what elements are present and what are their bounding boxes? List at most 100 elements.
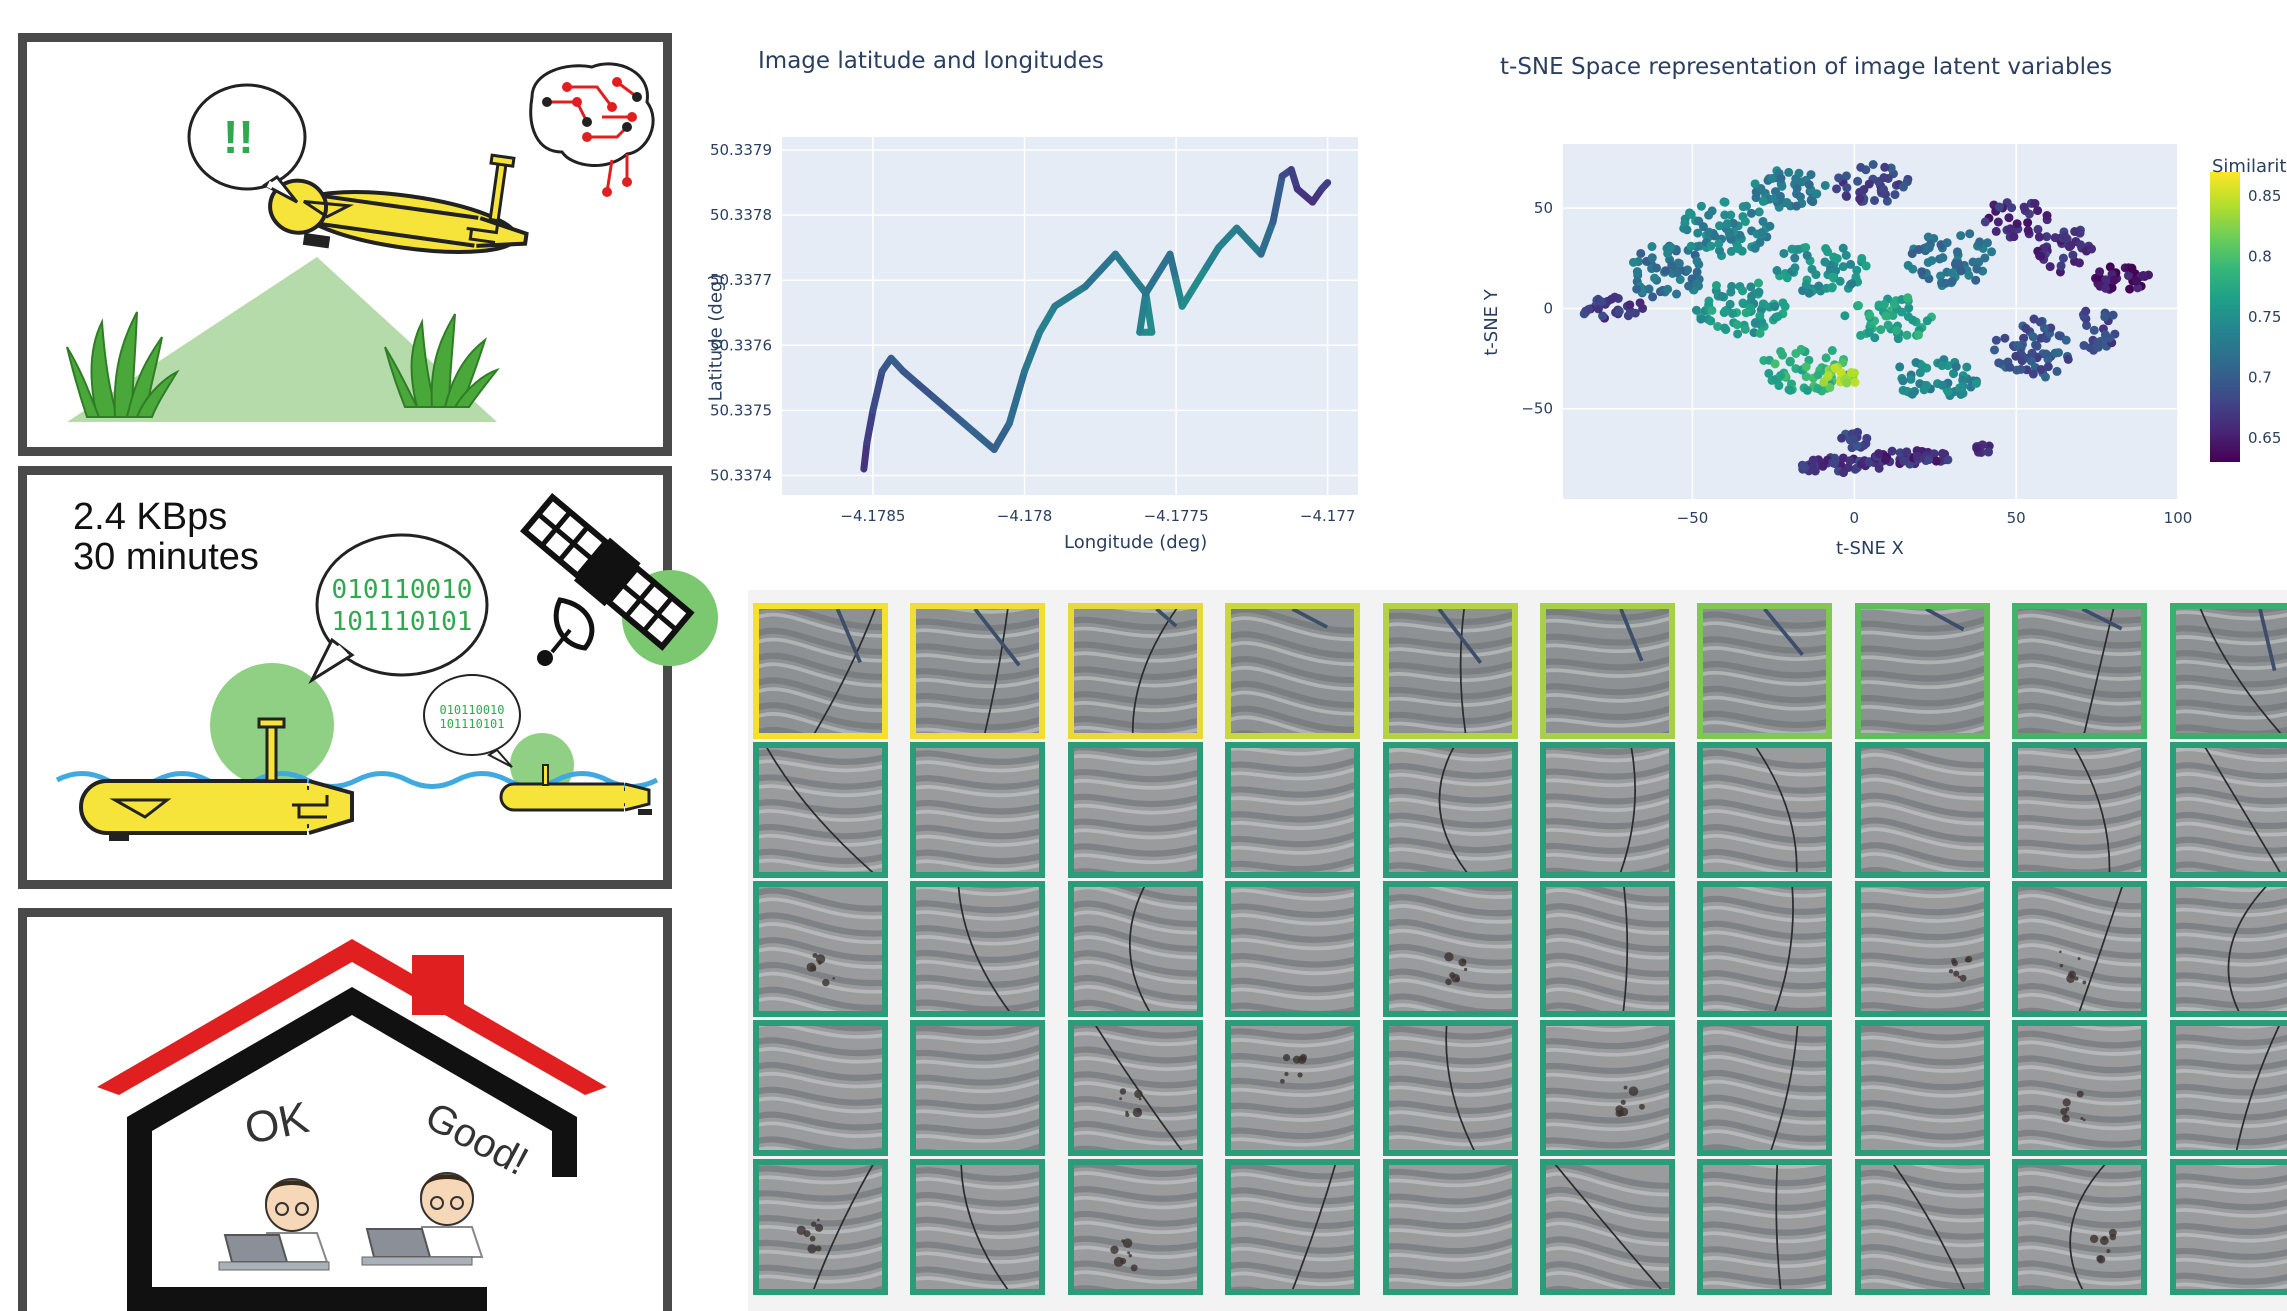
transmit-duration-label: 30 minutes [73, 536, 259, 578]
tsne-point [2076, 240, 2086, 250]
data-rate-label: 2.4 KBps [73, 496, 228, 538]
tsne-point [1746, 291, 1756, 301]
latlon-plot[interactable]: −4.1785 −4.178 −4.1775 −4.177 50.3374 50.3375… [700, 120, 1420, 550]
tsne-point [1864, 457, 1874, 467]
seafloor-image-tile[interactable] [2169, 1159, 2287, 1295]
seafloor-image-tile[interactable] [1382, 603, 1518, 739]
seafloor-image-tile[interactable] [1067, 881, 1203, 1017]
seafloor-image-tile[interactable] [2169, 603, 2287, 739]
tsne-point [1724, 228, 1734, 238]
tsne-point [1956, 231, 1966, 241]
seafloor-image-tile[interactable] [1225, 603, 1361, 739]
seafloor-image-tile[interactable] [1540, 603, 1675, 739]
seafloor-image-tile[interactable] [910, 1020, 1046, 1156]
sand-ripple-image [2175, 1165, 2287, 1289]
tsne-point [1994, 358, 2004, 368]
seafloor-image-tile[interactable] [1854, 1020, 1990, 1156]
tsne-point [1842, 183, 1852, 193]
seafloor-image-tile[interactable] [1067, 742, 1203, 878]
seafloor-image-tile[interactable] [1540, 881, 1675, 1017]
tsne-point [1827, 283, 1837, 293]
tsne-point [1719, 197, 1729, 207]
seafloor-image-tile[interactable] [1697, 603, 1833, 739]
seafloor-image-tile[interactable] [1697, 1020, 1833, 1156]
tsne-point [2030, 199, 2040, 209]
tsne-point [1792, 189, 1802, 199]
latlon-x-axis-title: Longitude (deg) [1064, 532, 1208, 553]
sand-ripple-image [916, 1165, 1040, 1289]
tsne-point [1881, 455, 1891, 465]
tsne-point [2108, 310, 2118, 320]
tsne-point [1738, 286, 1748, 296]
seafloor-image-tile[interactable] [753, 603, 888, 739]
seafloor-image-tile[interactable] [2012, 881, 2148, 1017]
seafloor-image-tile[interactable] [2169, 881, 2287, 1017]
track-segment [1166, 250, 1180, 284]
seafloor-image-tile[interactable] [2012, 1020, 2148, 1156]
tsne-point [1813, 384, 1823, 394]
tsne-point [1853, 427, 1863, 437]
seafloor-image-tile[interactable] [1697, 881, 1833, 1017]
seafloor-image-tile[interactable] [1382, 881, 1518, 1017]
tsne-point [2082, 320, 2092, 330]
seafloor-image-tile[interactable] [2012, 1159, 2148, 1295]
track-segment [1081, 250, 1119, 291]
sand-ripple-image [1231, 887, 1355, 1011]
sand-ripple-image [916, 887, 1040, 1011]
similar-image-gallery [748, 590, 2287, 1311]
seafloor-image-tile[interactable] [910, 603, 1046, 739]
tsne-point [1827, 346, 1837, 356]
seafloor-image-tile[interactable] [2169, 1020, 2287, 1156]
sand-ripple-image [1860, 609, 1984, 733]
seafloor-image-tile[interactable] [1540, 742, 1675, 878]
tsne-point [1857, 253, 1867, 263]
seafloor-image-tile[interactable] [753, 742, 888, 878]
seafloor-image-tile[interactable] [1067, 1159, 1203, 1295]
seafloor-image-tile[interactable] [1854, 603, 1990, 739]
tsne-point [1686, 241, 1696, 251]
seafloor-image-tile[interactable] [1697, 1159, 1833, 1295]
tsne-point [1696, 314, 1706, 324]
tsne-point [1813, 370, 1823, 380]
tsne-point [1834, 173, 1844, 183]
seafloor-image-tile[interactable] [1854, 881, 1990, 1017]
tsne-point [1606, 294, 1616, 304]
tsne-point [2104, 333, 2114, 343]
seafloor-image-tile[interactable] [910, 881, 1046, 1017]
seafloor-image-tile[interactable] [1225, 1020, 1361, 1156]
seafloor-image-tile[interactable] [2012, 603, 2148, 739]
track-segment [1215, 224, 1241, 252]
tsne-point [2040, 372, 2050, 382]
tsne-plot[interactable]: −50 0 50 100 −50 0 50 0.65 0.7 0.75 0.8 0.85 [1487, 120, 2287, 550]
seafloor-image-tile[interactable] [1854, 742, 1990, 878]
tsne-point [1804, 288, 1814, 298]
seafloor-image-tile[interactable] [1382, 1159, 1518, 1295]
seafloor-image-tile[interactable] [1382, 1020, 1518, 1156]
tsne-points [1579, 160, 2154, 478]
seafloor-image-tile[interactable] [1067, 603, 1203, 739]
seafloor-image-tile[interactable] [1225, 1159, 1361, 1295]
seafloor-image-tile[interactable] [910, 1159, 1046, 1295]
seafloor-image-tile[interactable] [753, 881, 888, 1017]
seafloor-image-tile[interactable] [2012, 742, 2148, 878]
seafloor-image-tile[interactable] [753, 1159, 888, 1295]
sand-ripple-image [1546, 1165, 1669, 1289]
tsne-point [1864, 328, 1874, 338]
seafloor-image-tile[interactable] [1540, 1159, 1675, 1295]
seafloor-image-tile[interactable] [1382, 742, 1518, 878]
seafloor-image-tile[interactable] [753, 1020, 888, 1156]
seafloor-image-tile[interactable] [1697, 742, 1833, 878]
seafloor-image-tile[interactable] [2169, 742, 2287, 878]
sand-ripple-image [2018, 1165, 2142, 1289]
tsne-point [1801, 372, 1811, 382]
seafloor-image-tile[interactable] [1854, 1159, 1990, 1295]
seafloor-image-tile[interactable] [1225, 881, 1361, 1017]
seafloor-image-tile[interactable] [910, 742, 1046, 878]
seafloor-image-tile[interactable] [1540, 1020, 1675, 1156]
track-segment [1269, 172, 1286, 226]
tsne-point [1818, 461, 1828, 471]
tsne-point [1956, 266, 1966, 276]
seafloor-image-tile[interactable] [1067, 1020, 1203, 1156]
seafloor-image-tile[interactable] [1225, 742, 1361, 878]
track-segment [1111, 250, 1150, 297]
